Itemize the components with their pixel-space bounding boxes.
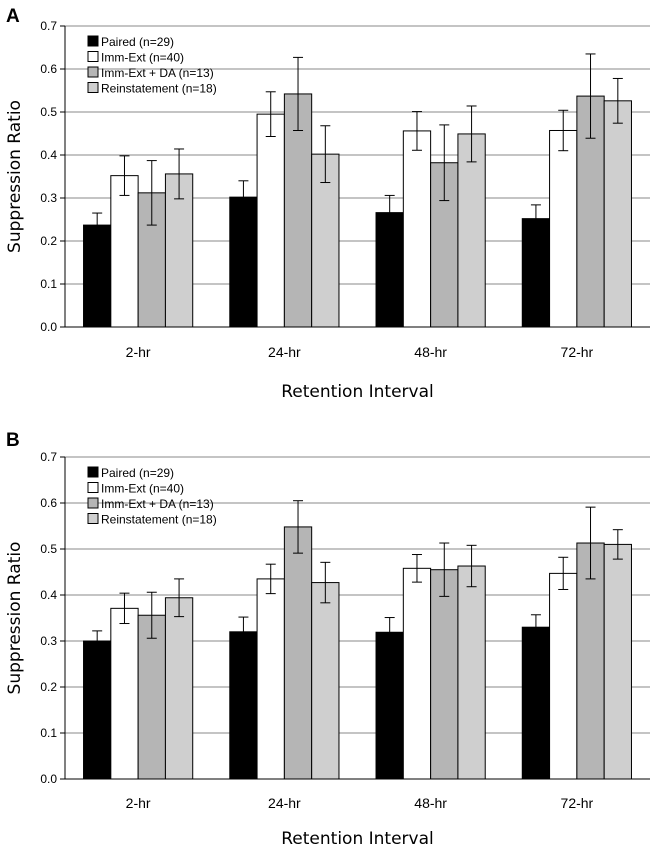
y-tick-label: 0.3 xyxy=(40,634,57,648)
y-tick-label: 0.6 xyxy=(40,62,57,76)
y-tick-label: 0.1 xyxy=(40,726,57,740)
y-tick-label: 0.1 xyxy=(40,277,57,291)
y-tick-label: 0.2 xyxy=(40,234,57,248)
chart-panel-a: A 0.0 0.1 0.2 0.3 0.4 0.5 0.6 0.7 2-hr 24-hr 48-hr 7… xyxy=(5,6,650,402)
bar xyxy=(521,626,551,780)
bar xyxy=(110,175,139,328)
bar xyxy=(229,631,258,780)
bar xyxy=(164,173,194,328)
bar xyxy=(137,614,166,780)
legend-swatch xyxy=(87,466,99,478)
y-axis-title: Suppression Ratio xyxy=(5,542,25,695)
legend-swatch xyxy=(87,482,99,493)
legend: Paired (n=29) Imm-Ext (n=40)Imm-Ext + DA … xyxy=(87,35,217,96)
bar xyxy=(164,597,194,780)
x-tick-label: 72-hr xyxy=(561,344,594,360)
bar xyxy=(283,93,313,328)
legend-label: Imm-Ext (n=40) xyxy=(101,51,184,65)
bar xyxy=(457,133,486,328)
y-tick-label: 0.7 xyxy=(40,450,57,464)
bar xyxy=(256,578,285,780)
y-tick-label: 0.6 xyxy=(40,496,57,510)
legend: Paired (n=29) Imm-Ext (n=40)Imm-Ext + DA … xyxy=(87,466,217,527)
legend-swatch xyxy=(87,35,99,47)
x-tick-label: 48-hr xyxy=(414,344,447,360)
panel-letter: B xyxy=(6,430,20,451)
x-tick-label: 2-hr xyxy=(126,795,151,811)
panel-letter: A xyxy=(6,6,20,27)
chart-panel-b: B 0.0 0.1 0.2 0.3 0.4 0.5 0.6 0.7 2-hr 24-hr 48-hr 7… xyxy=(5,430,650,849)
x-tick-label: 2-hr xyxy=(126,344,151,360)
legend-swatch xyxy=(87,513,99,524)
bar xyxy=(457,565,486,780)
y-tick-label: 0.5 xyxy=(40,542,57,556)
legend-label: Imm-Ext (n=40) xyxy=(101,482,184,496)
bar xyxy=(549,572,578,780)
bar xyxy=(402,130,432,328)
x-tick-label: 24-hr xyxy=(268,344,301,360)
y-tick-label: 0.0 xyxy=(40,320,57,334)
y-tick-label: 0.0 xyxy=(40,772,57,786)
y-axis-title: Suppression Ratio xyxy=(5,100,25,253)
legend-label: Imm-Ext + DA (n=13) xyxy=(101,497,214,511)
x-axis-title: Retention Interval xyxy=(281,382,433,402)
legend-swatch xyxy=(87,82,99,93)
legend-label: Imm-Ext + DA (n=13) xyxy=(101,66,214,80)
legend-swatch xyxy=(87,51,99,62)
y-tick-label: 0.7 xyxy=(40,19,57,33)
bar xyxy=(375,212,404,328)
bar xyxy=(603,100,632,328)
legend-swatch xyxy=(87,66,99,78)
legend-label: Paired (n=29) xyxy=(101,466,174,480)
legend-label: Reinstatement (n=18) xyxy=(101,513,217,527)
bar xyxy=(402,567,432,780)
y-tick-label: 0.2 xyxy=(40,680,57,694)
legend-label: Reinstatement (n=18) xyxy=(101,82,217,96)
y-tick-label: 0.4 xyxy=(40,148,57,162)
bar xyxy=(430,569,459,780)
bar xyxy=(256,113,285,328)
bar xyxy=(83,640,112,780)
bar xyxy=(521,218,551,328)
bar xyxy=(110,607,139,780)
legend-label: Paired (n=29) xyxy=(101,35,174,49)
y-tick-label: 0.4 xyxy=(40,588,57,602)
y-tick-label: 0.3 xyxy=(40,191,57,205)
bar xyxy=(283,526,313,780)
y-tick-label: 0.5 xyxy=(40,105,57,119)
legend-swatch xyxy=(87,497,99,509)
bar xyxy=(549,129,578,328)
bar xyxy=(229,196,258,328)
bar xyxy=(603,543,632,780)
x-tick-label: 72-hr xyxy=(561,795,594,811)
x-axis-title: Retention Interval xyxy=(281,829,433,849)
bar xyxy=(311,582,340,780)
bar xyxy=(83,224,112,328)
bar xyxy=(375,631,404,780)
x-tick-label: 24-hr xyxy=(268,795,301,811)
x-tick-label: 48-hr xyxy=(414,795,447,811)
